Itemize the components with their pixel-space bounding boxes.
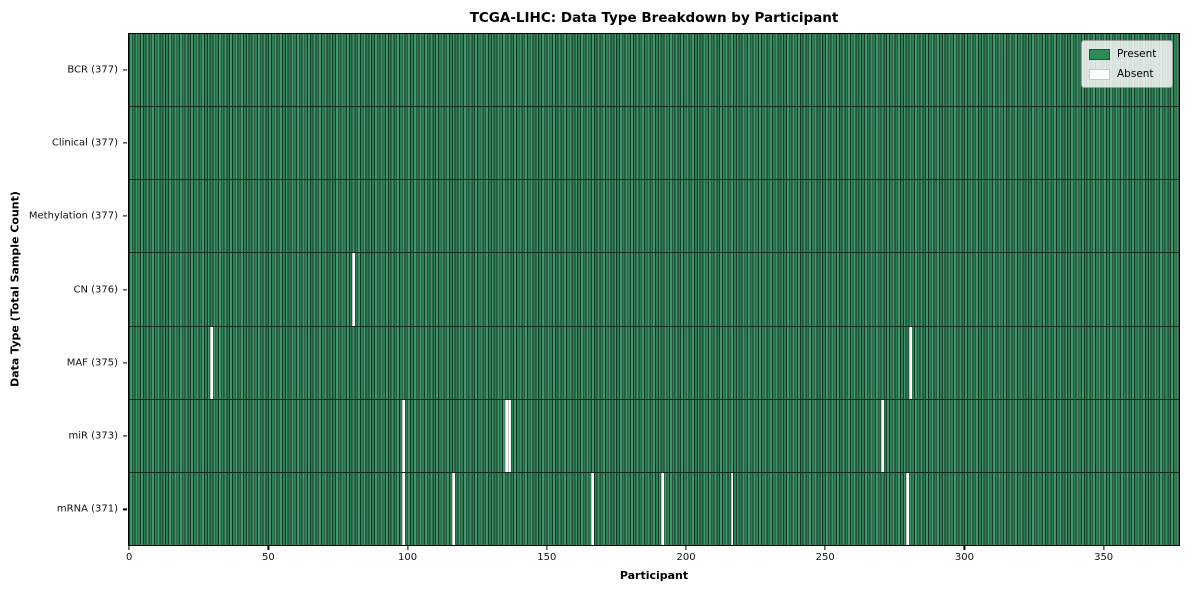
absent-cell — [660, 472, 664, 545]
x-tick-mark — [128, 546, 130, 550]
x-axis-label: Participant — [619, 569, 689, 582]
absent-cell — [906, 472, 909, 545]
absent-cell — [401, 472, 405, 545]
heatmap-row-mrna — [129, 471, 1179, 545]
y-tick-label: miR (373) — [68, 430, 118, 442]
x-tick-mark — [1103, 546, 1105, 550]
x-tick-label: 350 — [1094, 552, 1114, 563]
heatmap-row-mir — [129, 398, 1179, 472]
x-tick-label: 200 — [676, 552, 696, 563]
x-tick-label: 100 — [398, 552, 418, 563]
x-tick-label: 0 — [126, 552, 133, 563]
y-tick-mark — [123, 215, 127, 217]
x-tick-label: 300 — [954, 552, 974, 563]
present-swatch-icon — [1089, 48, 1110, 60]
x-tick-label: 150 — [537, 552, 557, 563]
x-tick-mark — [407, 546, 409, 550]
chart-title: TCGA-LIHC: Data Type Breakdown by Partic… — [469, 10, 839, 26]
absent-cell — [730, 472, 734, 545]
absent-cell — [452, 472, 455, 545]
x-tick-mark — [546, 546, 548, 550]
x-tick-mark — [685, 546, 687, 550]
absent-cell — [880, 399, 884, 472]
x-tick-label: 250 — [815, 552, 835, 563]
legend-entry-present: Present — [1089, 46, 1165, 62]
absent-cell — [504, 399, 508, 472]
legend-label-present: Present — [1117, 48, 1157, 60]
y-axis: BCR (377) Clinical (377) Methylation (377)… — [0, 33, 128, 546]
y-tick-label: Clinical (377) — [51, 137, 118, 149]
y-tick-mark — [123, 288, 127, 291]
y-tick-label: BCR (377) — [67, 64, 118, 76]
y-tick-label: CN (376) — [73, 284, 118, 295]
heatmap-row-methylation — [129, 179, 1179, 253]
absent-cell — [401, 399, 405, 472]
x-axis: 0 50 100 150 200 250 300 350 — [126, 546, 1180, 568]
y-tick-label: Methylation (377) — [28, 210, 118, 222]
absent-swatch-icon — [1089, 68, 1110, 80]
absent-cell — [507, 399, 511, 472]
y-tick-mark — [123, 142, 127, 144]
heatmap-row-cn — [129, 252, 1179, 326]
x-tick-mark — [824, 546, 826, 550]
absent-cell — [908, 326, 912, 399]
x-tick-mark — [267, 546, 269, 550]
heatmap-row-maf — [129, 325, 1179, 399]
y-tick-mark — [123, 435, 127, 437]
heatmap-row-bcr — [129, 34, 1179, 107]
x-tick-mark — [963, 546, 966, 550]
legend-entry-absent: Absent — [1089, 66, 1165, 82]
absent-cell — [591, 472, 595, 545]
y-tick-label: mRNA (371) — [56, 503, 118, 515]
absent-cell — [209, 326, 213, 399]
x-tick-label: 50 — [262, 552, 275, 563]
legend-label-absent: Absent — [1117, 68, 1154, 80]
legend: Present Absent — [1081, 40, 1173, 88]
absent-cell — [351, 253, 355, 326]
y-tick-mark — [123, 508, 127, 510]
y-tick-mark — [123, 69, 127, 71]
heatmap-row-clinical — [129, 106, 1179, 180]
y-tick-mark — [123, 362, 127, 364]
plot-area — [128, 33, 1180, 546]
y-tick-label: MAF (375) — [66, 357, 118, 369]
